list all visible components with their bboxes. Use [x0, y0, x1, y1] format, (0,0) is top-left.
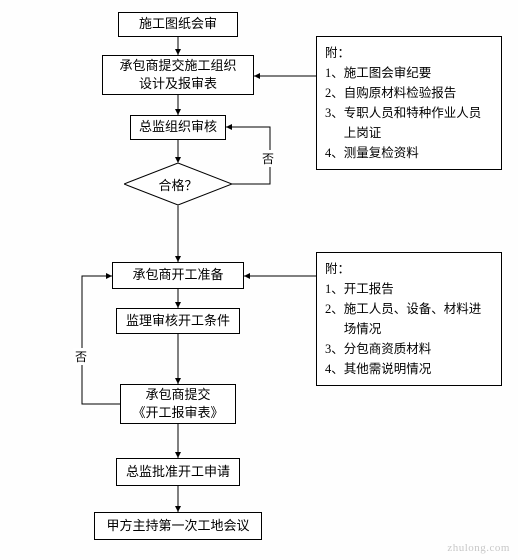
annex-item: 3、专职人员和特种作业人员上岗证 — [325, 103, 493, 143]
annex-item: 2、施工人员、设备、材料进场情况 — [325, 299, 493, 339]
node-check-conditions: 监理审核开工条件 — [116, 308, 240, 334]
node-label: 承包商提交 《开工报审表》 — [132, 386, 223, 422]
annex-item: 1、开工报告 — [325, 279, 493, 299]
node-label: 承包商提交施工组织 设计及报审表 — [119, 57, 236, 93]
node-label: 总监组织审核 — [139, 118, 217, 136]
annex-header: 附： — [325, 259, 493, 279]
node-submit-start-form: 承包商提交 《开工报审表》 — [120, 384, 236, 424]
node-label: 施工图纸会审 — [139, 15, 217, 33]
node-submit-design: 承包商提交施工组织 设计及报审表 — [102, 55, 254, 95]
node-label: 总监批准开工申请 — [126, 463, 230, 481]
annex-item: 2、自购原材料检验报告 — [325, 83, 493, 103]
node-review-drawings: 施工图纸会审 — [118, 12, 238, 37]
edge-label-no1: 否 — [260, 150, 276, 167]
annex-1: 附： 1、施工图会审纪要 2、自购原材料检验报告 3、专职人员和特种作业人员上岗… — [316, 36, 502, 170]
decision-qualified: 合格？ — [124, 163, 232, 205]
annex-header: 附： — [325, 43, 493, 63]
node-label: 承包商开工准备 — [132, 266, 223, 284]
annex-2: 附： 1、开工报告 2、施工人员、设备、材料进场情况 3、分包商资质材料 4、其… — [316, 252, 502, 386]
annex-item: 3、分包商资质材料 — [325, 339, 493, 359]
annex-item: 4、测量复检资料 — [325, 143, 493, 163]
node-prep-start: 承包商开工准备 — [112, 262, 244, 289]
node-approve-start: 总监批准开工申请 — [116, 458, 240, 486]
node-label: 监理审核开工条件 — [126, 312, 230, 330]
decision-label: 合格？ — [158, 175, 197, 194]
node-label: 甲方主持第一次工地会议 — [106, 517, 249, 535]
annex-item: 4、其他需说明情况 — [325, 359, 493, 379]
node-first-meeting: 甲方主持第一次工地会议 — [94, 512, 262, 540]
node-supervisor-review: 总监组织审核 — [130, 115, 226, 140]
edge-label-no2: 否 — [73, 348, 89, 365]
annex-item: 1、施工图会审纪要 — [325, 63, 493, 83]
watermark: zhulong.com — [447, 542, 510, 554]
